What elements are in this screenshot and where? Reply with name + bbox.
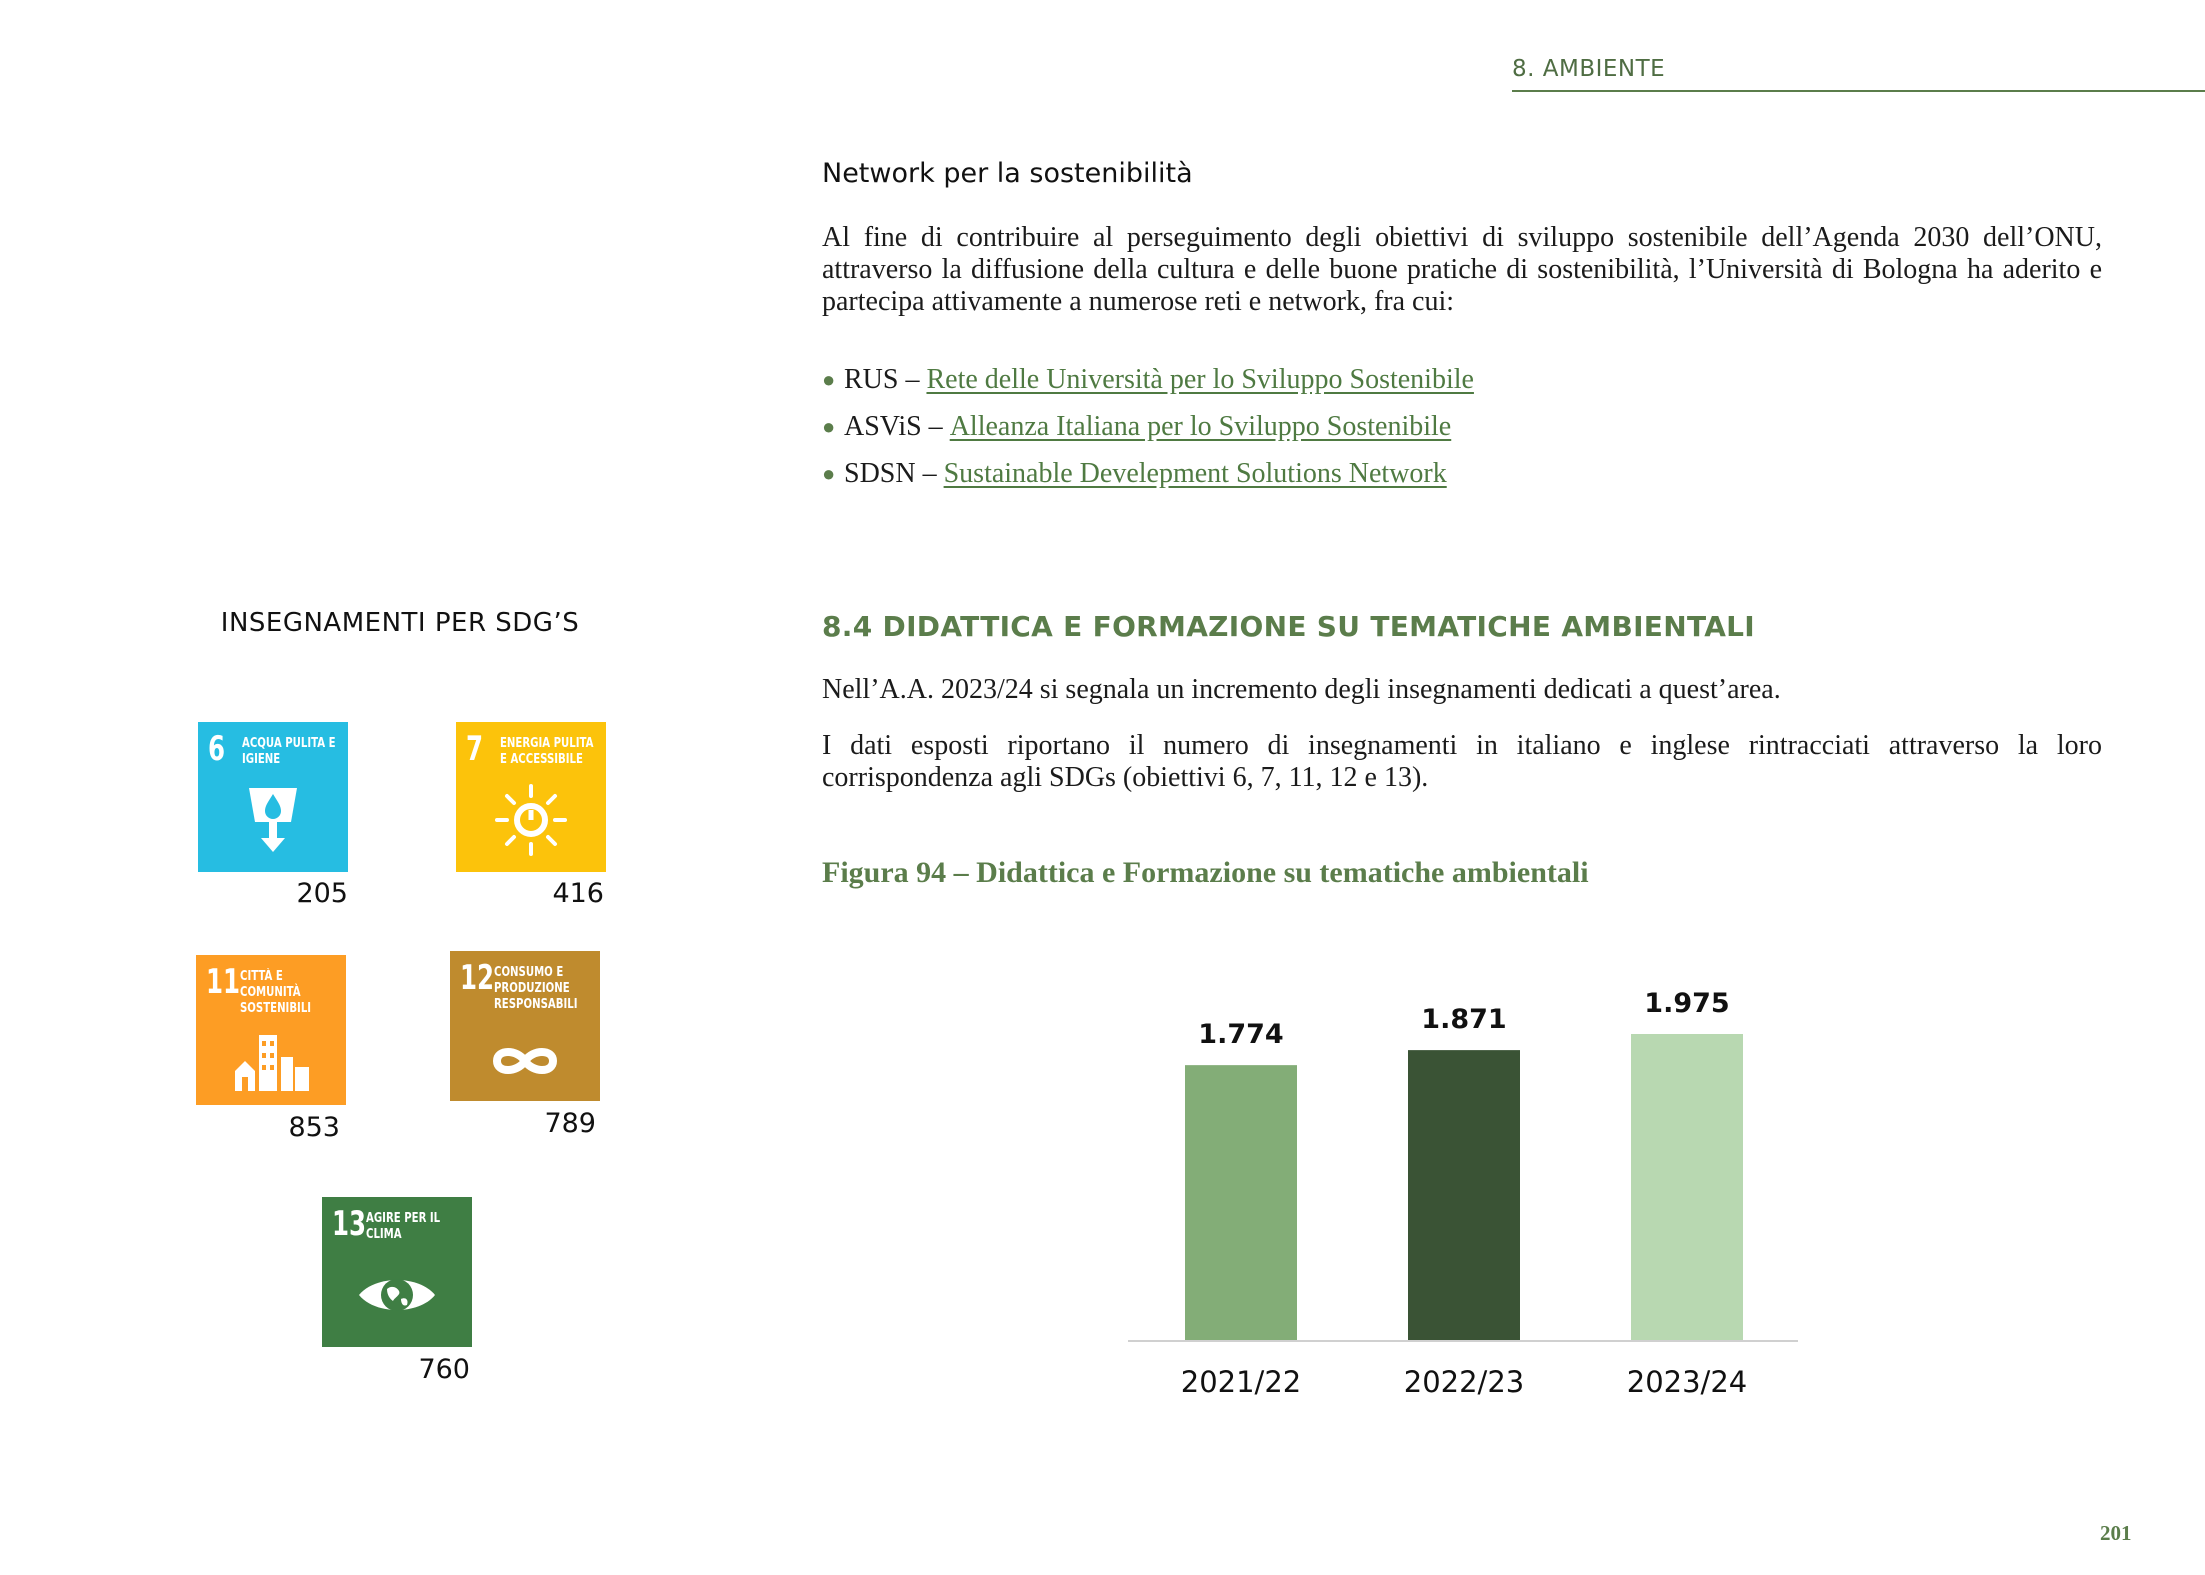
sdg-number: 6 — [208, 729, 226, 769]
section-header-label: 8. AMBIENTE — [1512, 56, 1666, 82]
sdg-count: 760 — [418, 1354, 470, 1385]
sdg-label: ENERGIA PULITA E ACCESSIBILE — [500, 736, 594, 767]
section-8-4-heading: 8.4 DIDATTICA E FORMAZIONE SU TEMATICHE … — [822, 610, 1756, 643]
network-link-rus[interactable]: Rete delle Università per lo Sviluppo So… — [926, 363, 1474, 395]
sdg-count: 789 — [544, 1108, 596, 1139]
sdg-number: 12 — [460, 958, 495, 998]
network-link-sdsn[interactable]: Sustainable Develepment Solutions Networ… — [943, 457, 1447, 489]
section-8-4-paragraph-2: I dati esposti riportano il numero di in… — [822, 730, 2102, 793]
sdg-count: 853 — [288, 1112, 340, 1143]
bar-chart: 1.774 2021/22 1.871 2022/23 1.975 2023/24 — [1128, 988, 1798, 1399]
sdg-tile-13: 13 AGIRE PER IL CLIMA — [322, 1197, 472, 1347]
x-tick-label: 2023/24 — [1627, 1365, 1747, 1399]
data-label: 1.774 — [1198, 1019, 1283, 1050]
figure-title: Figura 94 – Didattica e Formazione su te… — [822, 856, 1589, 889]
network-link-asvis[interactable]: Alleanza Italiana per lo Sviluppo Sosten… — [949, 410, 1452, 442]
network-heading: Network per la sostenibilità — [822, 158, 1193, 189]
sdg-tile-6: 6 ACQUA PULITA E IGIENE — [198, 722, 348, 872]
sdg-label: CONSUMO E PRODUZIONE RESPONSABILI — [494, 965, 578, 1012]
section-8-4-paragraph-1: Nell’A.A. 2023/24 si segnala un incremen… — [822, 674, 1781, 705]
sdg-tile-7: 7 ENERGIA PULITA E ACCESSIBILE — [456, 722, 606, 872]
sdg-tile-11: 11 CITTÀ E COMUNITÀ SOSTENIBILI — [196, 955, 346, 1105]
x-tick-label: 2021/22 — [1181, 1365, 1301, 1399]
bullet-icon: ● — [822, 460, 836, 486]
sdg-tile-12: 12 CONSUMO E PRODUZIONE RESPONSABILI — [450, 951, 600, 1101]
city-buildings-icon — [235, 1035, 309, 1091]
network-item: ● ASViS – Alleanza Italiana per lo Svilu… — [822, 403, 1474, 450]
bullet-icon: ● — [822, 366, 836, 392]
data-label: 1.871 — [1421, 1004, 1506, 1035]
sdg-label: ACQUA PULITA E IGIENE — [242, 736, 336, 767]
network-abbr: ASViS – — [844, 410, 943, 442]
sdg-count: 416 — [552, 878, 604, 909]
network-list: ● RUS – Rete delle Università per lo Svi… — [822, 356, 1474, 497]
x-tick-label: 2022/23 — [1404, 1365, 1524, 1399]
bullet-icon: ● — [822, 413, 836, 439]
page-number: 201 — [2100, 1521, 2132, 1545]
sdg-number: 13 — [332, 1204, 367, 1244]
sdg-label: AGIRE PER IL CLIMA — [366, 1211, 441, 1242]
sdg-panel-title: INSEGNAMENTI PER SDG’S — [220, 608, 580, 638]
section-header: 8. AMBIENTE — [1512, 56, 2205, 92]
network-abbr: RUS – — [844, 363, 920, 395]
sdg-count: 205 — [296, 878, 348, 909]
sdg-number: 7 — [466, 729, 484, 769]
bar-2021/22 — [1185, 1065, 1297, 1340]
water-drop-icon — [249, 788, 297, 852]
data-label: 1.975 — [1644, 988, 1729, 1019]
earth-eye-icon — [359, 1279, 435, 1311]
network-abbr: SDSN – — [844, 457, 937, 489]
network-item: ● RUS – Rete delle Università per lo Svi… — [822, 356, 1474, 403]
network-item: ● SDSN – Sustainable Develepment Solutio… — [822, 450, 1474, 497]
infinity-icon — [492, 1048, 558, 1074]
bar-2023/24 — [1631, 1034, 1743, 1340]
bar-2022/23 — [1408, 1050, 1520, 1340]
sdg-number: 11 — [206, 962, 241, 1002]
sdg-label: CITTÀ E COMUNITÀ SOSTENIBILI — [240, 969, 312, 1016]
network-intro: Al fine di contribuire al perseguimento … — [822, 222, 2102, 317]
sun-power-icon — [495, 784, 567, 856]
